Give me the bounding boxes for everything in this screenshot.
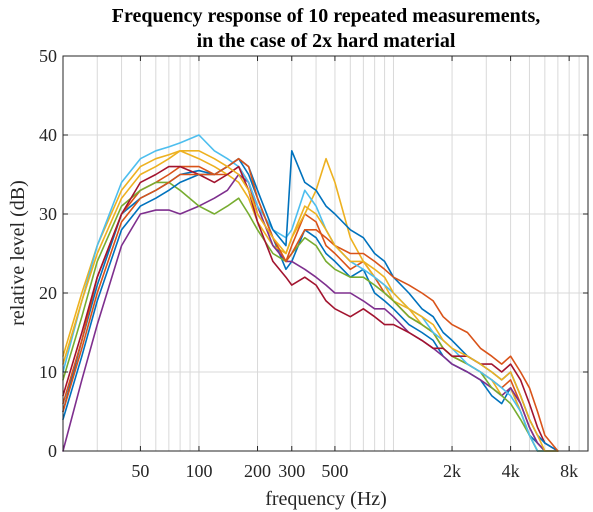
y-tick-label: 30: [39, 204, 57, 224]
y-tick-label: 20: [39, 283, 57, 303]
series-line: [62, 181, 559, 452]
y-tick-label: 0: [48, 441, 57, 461]
series-line: [62, 150, 559, 452]
x-axis-ticks: 50 100 200 300 500 2k 4k 8k: [131, 56, 578, 481]
x-tick-label: 4k: [502, 461, 520, 481]
x-tick-label: 2k: [443, 461, 461, 481]
series-line: [62, 173, 559, 452]
data-series: [62, 134, 559, 452]
chart-title-line-2: in the case of 2x hard material: [197, 30, 456, 52]
series-line: [62, 165, 559, 452]
x-tick-label: 200: [244, 461, 271, 481]
chart-title: Frequency response of 10 repeated measur…: [112, 5, 540, 52]
x-tick-label: 8k: [560, 461, 578, 481]
x-tick-label: 50: [131, 461, 149, 481]
x-tick-label: 500: [321, 461, 348, 481]
plot-frame: [62, 55, 589, 452]
y-tick-label: 50: [39, 46, 57, 66]
y-axis-ticks: 0 10 20 30 40 50: [39, 46, 588, 461]
y-axis-label: relative level (dB): [7, 180, 29, 326]
chart-title-line-1: Frequency response of 10 repeated measur…: [112, 5, 540, 27]
x-axis-label: frequency (Hz): [265, 488, 387, 510]
y-tick-label: 40: [39, 125, 57, 145]
x-tick-label: 300: [278, 461, 305, 481]
x-tick-label: 100: [185, 461, 212, 481]
y-tick-label: 10: [39, 362, 57, 382]
series-line: [62, 150, 559, 452]
series-line: [62, 150, 559, 452]
